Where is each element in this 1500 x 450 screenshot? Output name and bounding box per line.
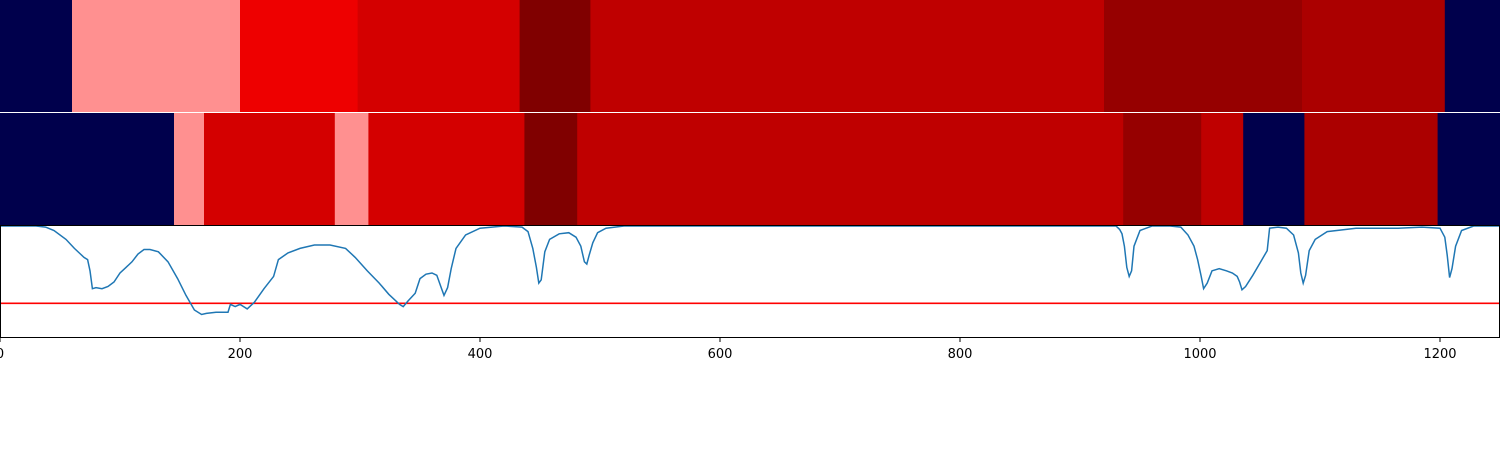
track-2-segment-6	[524, 113, 578, 225]
segmentation-track-2	[0, 113, 1500, 225]
track-2-segment-7	[577, 113, 1124, 225]
track-2-segment-2	[174, 113, 205, 225]
line-panel-background	[0, 226, 1500, 338]
track-2-segment-9	[1201, 113, 1244, 225]
track-2-segment-8	[1123, 113, 1202, 225]
track-1-segment-3	[240, 0, 359, 112]
track-2-segment-1	[0, 113, 175, 225]
track-1-segment-8	[1302, 0, 1446, 112]
x-tick-label-800: 800	[948, 347, 973, 362]
x-tick-label-1000: 1000	[1183, 347, 1216, 362]
track-1-segment-4	[357, 0, 521, 112]
x-tick-label-200: 200	[228, 347, 253, 362]
x-tick-label-400: 400	[468, 347, 493, 362]
line-panel	[0, 225, 1500, 338]
signal-line	[0, 225, 1500, 316]
track-1-segment-2	[72, 0, 241, 112]
track-1-segment-6	[590, 0, 1105, 112]
track-1-segment-1	[0, 0, 73, 112]
track-2-segment-3	[204, 113, 336, 225]
track-2-segment-5	[368, 113, 525, 225]
track-2-segment-11	[1304, 113, 1439, 225]
track-2-segment-4	[334, 113, 369, 225]
track-1-segment-9	[1444, 0, 1500, 112]
x-tick-label-1200: 1200	[1423, 347, 1456, 362]
track-2-segment-10	[1243, 113, 1305, 225]
x-tick-label-600: 600	[708, 347, 733, 362]
track-1-segment-5	[519, 0, 591, 112]
x-axis: 0 200 400 600 800 1000 1200	[0, 338, 1457, 362]
track-2-segment-12	[1437, 113, 1500, 225]
x-tick-label-0: 0	[0, 347, 4, 362]
track-1-segment-7	[1104, 0, 1303, 112]
segmentation-track-1	[0, 0, 1500, 112]
